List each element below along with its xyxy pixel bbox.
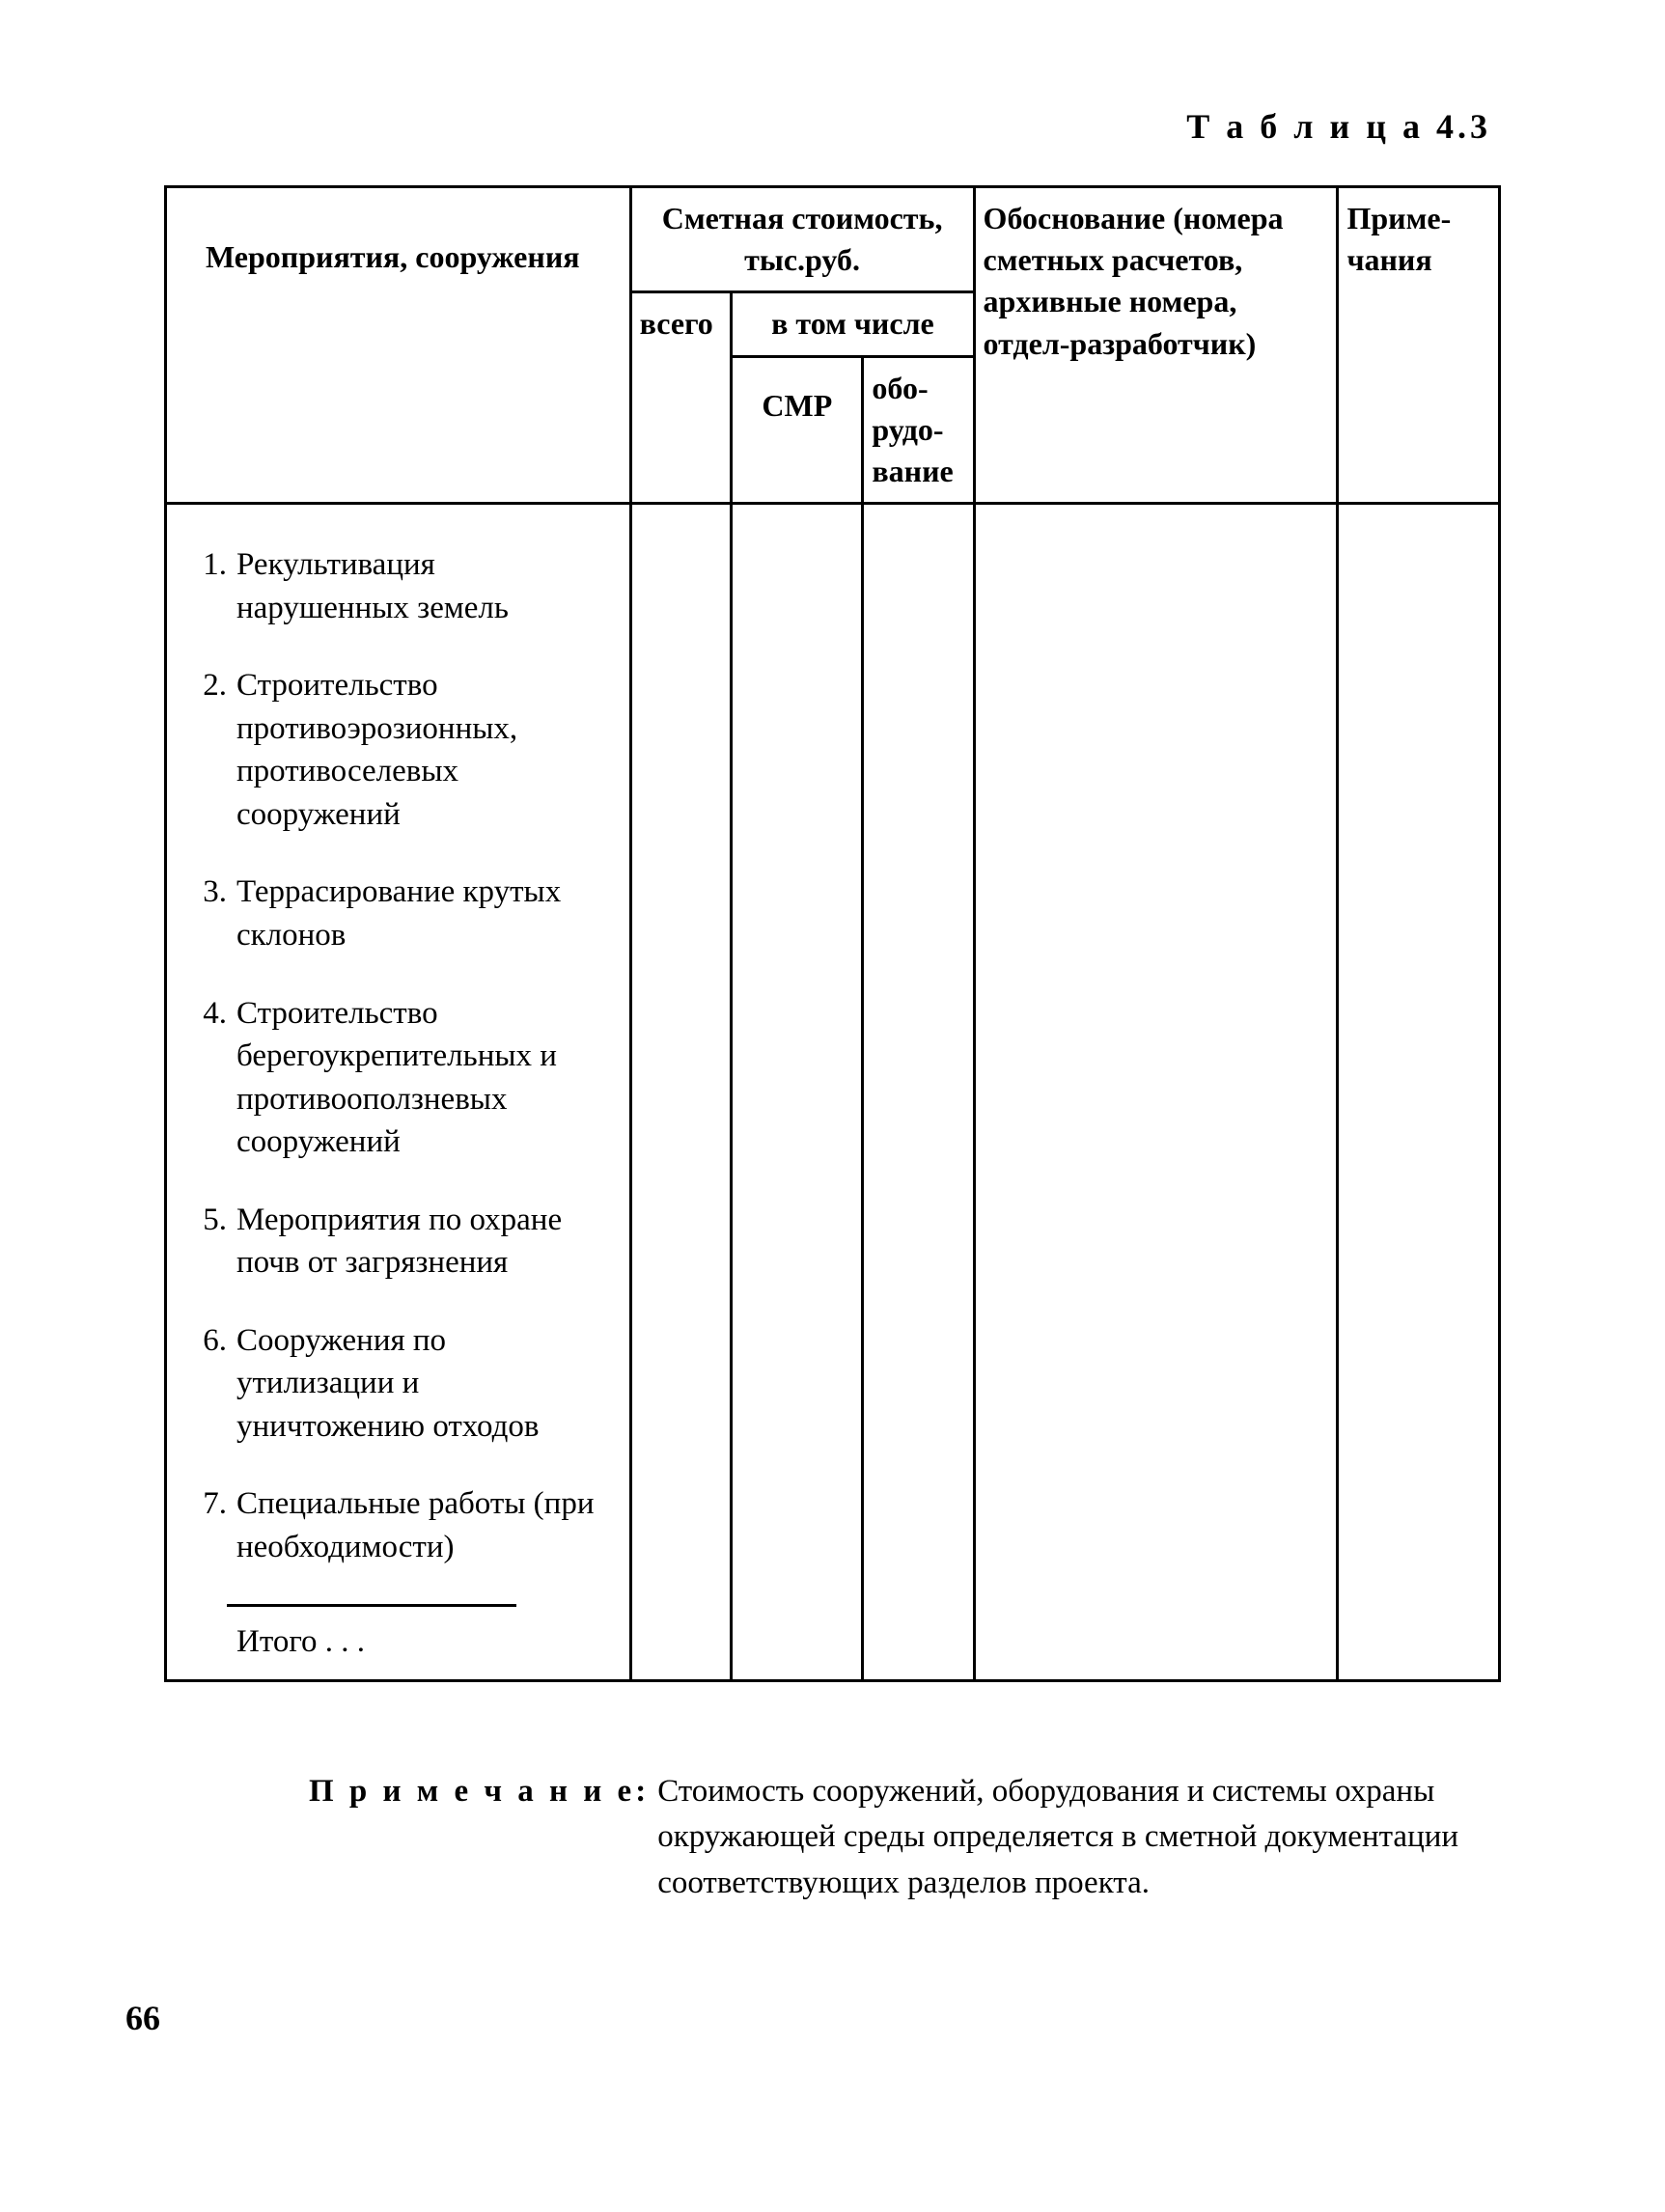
- empty-cell: [630, 504, 732, 1680]
- col-obosnovanie: Обоснование (номера сметных расчетов, ар…: [974, 187, 1338, 504]
- col-meropriyatiya: Мероприятия, сооружения: [166, 187, 631, 504]
- row-text: Строительство противоэрозионных, противо…: [236, 664, 612, 836]
- total-label: Итого . . .: [184, 1624, 612, 1660]
- empty-cell: [863, 504, 974, 1680]
- note-block: П р и м е ч а н и е: Стоимость сооружени…: [309, 1769, 1501, 1908]
- table-row: 7.Специальные работы (при необходимости): [184, 1482, 612, 1568]
- col-vsego-label: всего: [632, 293, 731, 354]
- table-row: 1.Рекультивация нарушенных земель: [184, 543, 612, 629]
- total-separator: [227, 1604, 516, 1607]
- table-row: 6.Сооружения по утилизации и уничтожению…: [184, 1319, 612, 1449]
- table-row: 4.Строительство берегоукрепительных и пр…: [184, 992, 612, 1164]
- page-number: 66: [125, 1998, 160, 2038]
- empty-cell: [732, 504, 863, 1680]
- col-vtomchisle: в том числе: [732, 292, 974, 356]
- col-vtomchisle-label: в том числе: [733, 293, 972, 354]
- row-number: 4.: [184, 992, 236, 1164]
- table-header-row: Мероприятия, сооружения Сметная стоимост…: [166, 187, 1500, 292]
- row-text: Рекультивация нарушенных земель: [236, 543, 612, 629]
- col-oborud-label: обо- рудо- вание: [864, 358, 972, 503]
- note-label: П р и м е ч а н и е:: [309, 1769, 657, 1815]
- col-cost-group: Сметная стоимость, тыс.руб.: [630, 187, 974, 292]
- page: Т а б л и ц а 4.3 Мероприятия, сооружени…: [0, 0, 1665, 2212]
- col-obosnovanie-label: Обоснование (номера сметных расчетов, ар…: [976, 188, 1337, 374]
- row-number: 7.: [184, 1482, 236, 1568]
- main-table: Мероприятия, сооружения Сметная стоимост…: [164, 185, 1501, 1682]
- note-body: Стоимость сооружений, оборудования и сис…: [657, 1769, 1501, 1908]
- row-text: Мероприятия по охране почв от загрязнени…: [236, 1199, 612, 1285]
- col-smr-label: СМР: [733, 358, 861, 436]
- row-number: 3.: [184, 871, 236, 956]
- table-row: 2.Строительство противоэрозионных, проти…: [184, 664, 612, 836]
- row-text: Террасирование крутых склонов: [236, 871, 612, 956]
- empty-cell: [974, 504, 1338, 1680]
- table-caption: Т а б л и ц а 4.3: [164, 106, 1491, 147]
- rows-cell: 1.Рекультивация нарушенных земель2.Строи…: [166, 504, 631, 1680]
- col-prim-label: Приме- чания: [1339, 188, 1498, 290]
- table-row: 3.Террасирование крутых склонов: [184, 871, 612, 956]
- col-meropriyatiya-label: Мероприятия, сооружения: [167, 188, 629, 288]
- col-oborud: обо- рудо- вание: [863, 356, 974, 504]
- row-number: 2.: [184, 664, 236, 836]
- col-smr: СМР: [732, 356, 863, 504]
- row-text: Строительство берегоукрепительных и прот…: [236, 992, 612, 1164]
- row-number: 5.: [184, 1199, 236, 1285]
- row-text: Сооружения по утилизации и уничтожению о…: [236, 1319, 612, 1449]
- col-vsego: всего: [630, 292, 732, 504]
- row-number: 6.: [184, 1319, 236, 1449]
- table-row: 5.Мероприятия по охране почв от загрязне…: [184, 1199, 612, 1285]
- row-text: Специальные работы (при необходимости): [236, 1482, 612, 1568]
- col-cost-group-label: Сметная стоимость, тыс.руб.: [632, 188, 973, 290]
- empty-cell: [1338, 504, 1500, 1680]
- row-number: 1.: [184, 543, 236, 629]
- table-body-row: 1.Рекультивация нарушенных земель2.Строи…: [166, 504, 1500, 1680]
- col-prim: Приме- чания: [1338, 187, 1500, 504]
